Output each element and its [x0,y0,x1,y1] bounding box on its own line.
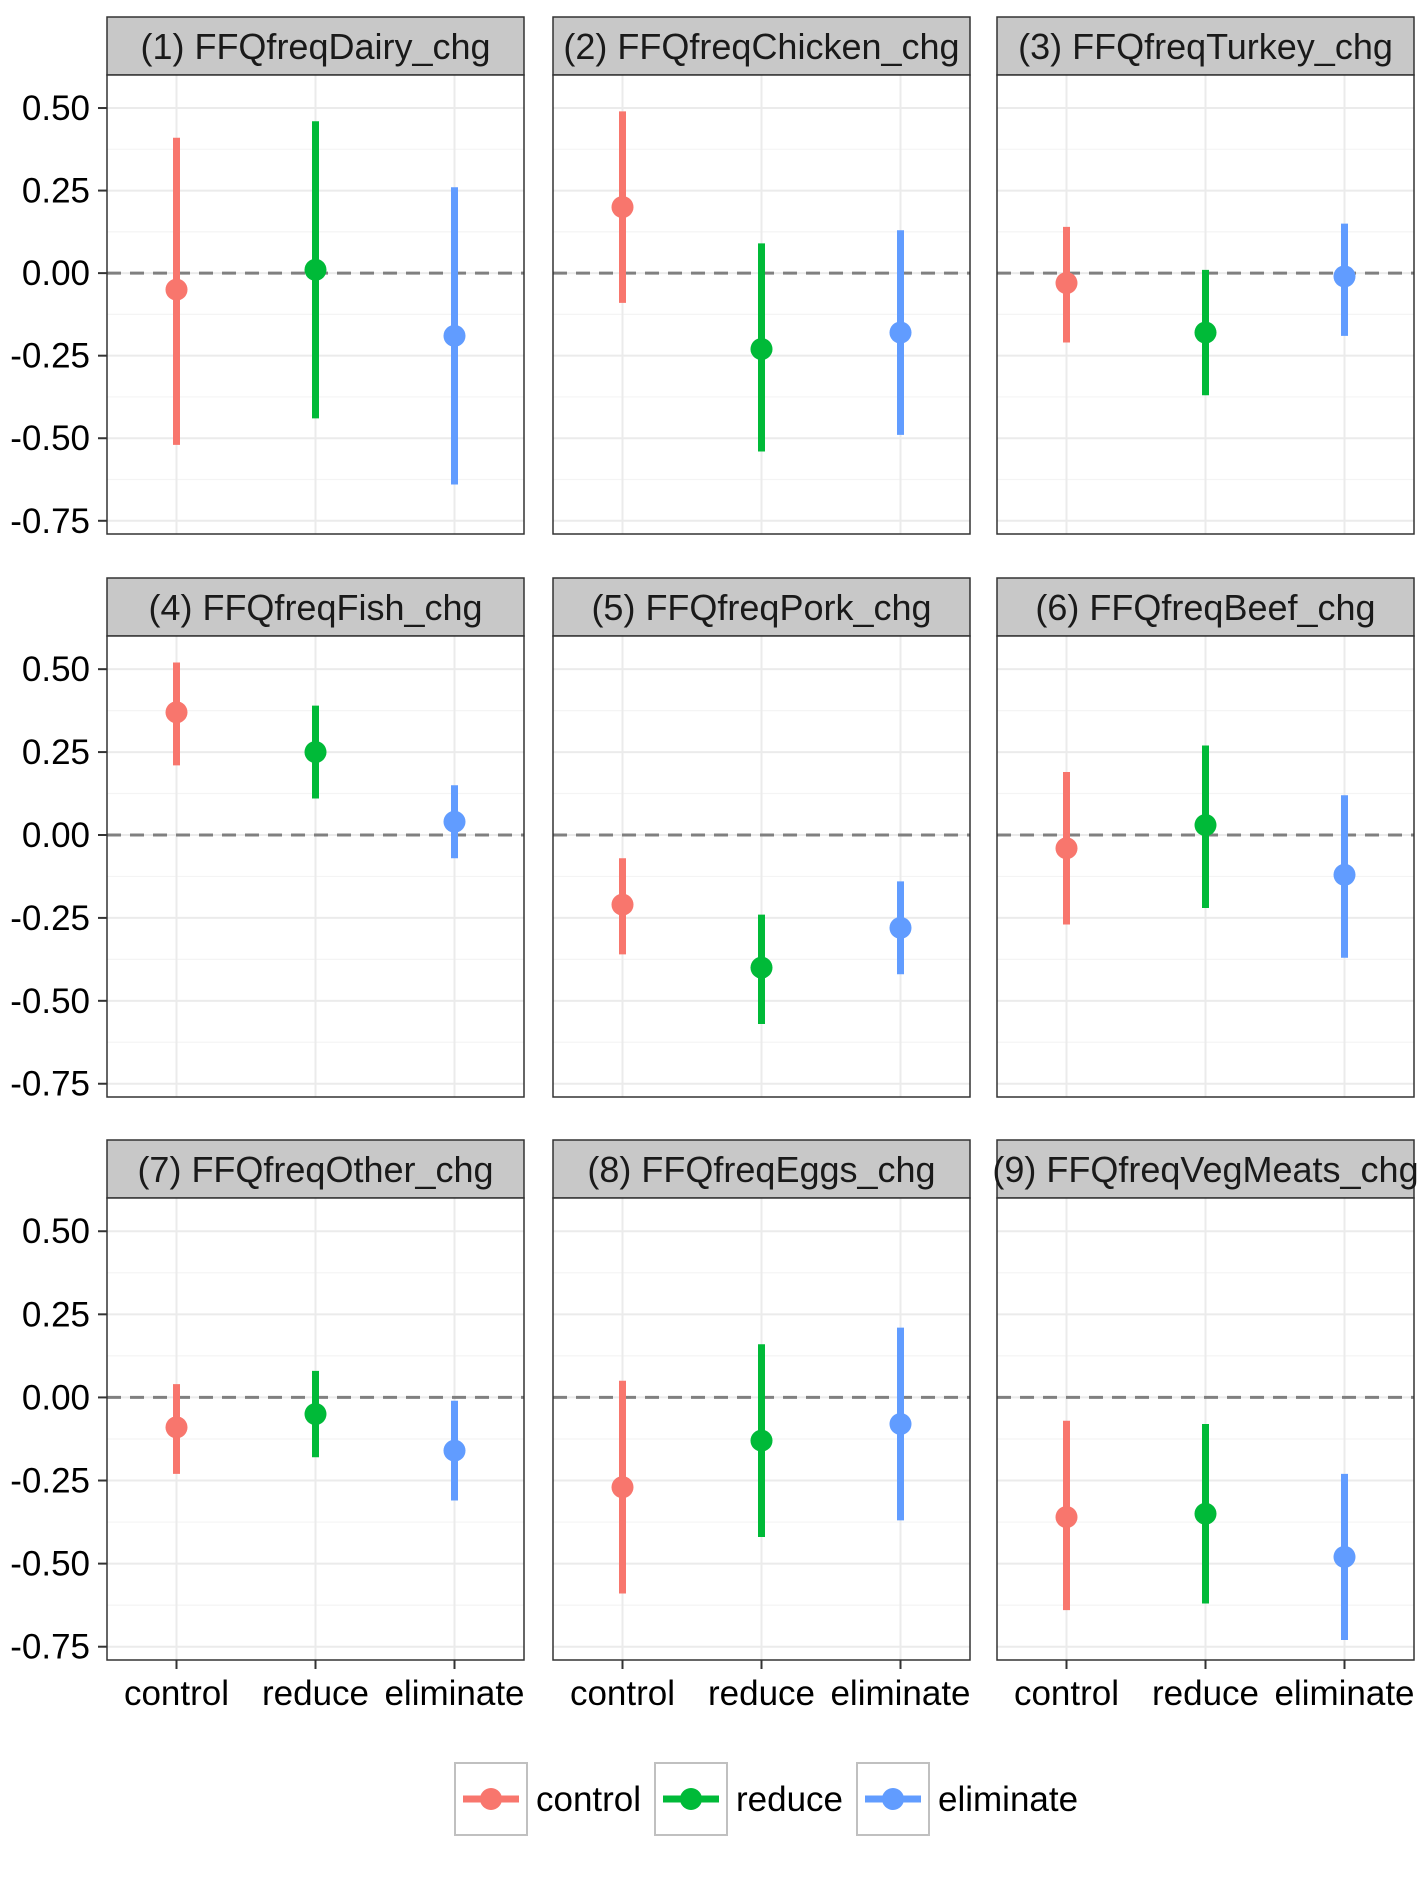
point-control [165,701,188,724]
point-control [611,893,634,916]
plot-area: (1) FFQfreqDairy_chg 0.50 0.25 0.00 -0.25 -0.… [10,16,1417,1713]
point-eliminate [1333,1545,1356,1568]
point-eliminate [443,810,466,833]
panel-border [106,74,525,535]
facet-panel: (5) FFQfreqPork_chg [552,577,971,1098]
point-reduce [750,338,773,361]
facet-panel: (1) FFQfreqDairy_chg 0.50 0.25 0.00 -0.25 -0.… [10,16,525,541]
y-tick-label: 0.50 [22,1212,90,1251]
panel-border [552,74,971,535]
point-eliminate [889,1413,912,1436]
facet-panel: (3) FFQfreqTurkey_chg [996,16,1415,535]
y-tick-label: 0.00 [22,1378,90,1417]
facet-strip [996,1139,1415,1199]
facet-strip [106,16,525,76]
y-tick-label: 0.25 [22,1295,90,1334]
y-tick-label: 0.00 [22,816,90,855]
y-tick-label: -0.25 [10,337,90,376]
facet-title: (3) FFQfreqTurkey_chg [1018,26,1393,67]
x-tick-label: control [1014,1674,1119,1713]
facet-title: (2) FFQfreqChicken_chg [563,26,959,67]
facet-strip [552,16,971,76]
legend: control reduce eliminate [454,1762,1078,1836]
facet-title: (6) FFQfreqBeef_chg [1035,587,1375,628]
facet-panel: (6) FFQfreqBeef_chg [996,577,1415,1098]
point-eliminate [889,916,912,939]
y-tick-label: 0.50 [22,89,90,128]
point-control [611,1476,634,1499]
y-tick-label: 0.50 [22,650,90,689]
legend-item-reduce: reduce [654,1762,843,1836]
facet-title: (8) FFQfreqEggs_chg [587,1149,935,1190]
facet-strip [552,1139,971,1199]
point-eliminate [1333,265,1356,288]
x-tick-label: reduce [1152,1674,1259,1713]
panel-border [996,74,1415,535]
facet-panel: (4) FFQfreqFish_chg 0.50 0.25 0.00 -0.25 -0.5… [10,577,525,1104]
point-control [1055,837,1078,860]
point-reduce [1194,1502,1217,1525]
legend-key-point [882,1788,904,1810]
facet-title: (9) FFQfreqVegMeats_chg [992,1149,1417,1190]
facet-title: (7) FFQfreqOther_chg [137,1149,493,1190]
panel-border [996,635,1415,1098]
facet-title: (1) FFQfreqDairy_chg [140,26,490,67]
facet-strip [106,577,525,637]
point-eliminate [1333,863,1356,886]
facet-panel: (2) FFQfreqChicken_chg [552,16,971,535]
point-control [1055,272,1078,295]
facet-strip [996,577,1415,637]
y-tick-label: 0.00 [22,254,90,293]
facet-strip [552,577,971,637]
point-control [165,1416,188,1439]
facet-title: (5) FFQfreqPork_chg [591,587,931,628]
facet-panel: (7) FFQfreqOther_chg 0.50 0.25 0.00 -0.25 -0.… [10,1139,525,1713]
point-reduce [304,1403,327,1426]
panel-border [106,635,525,1098]
point-reduce [750,1429,773,1452]
y-tick-label: 0.25 [22,733,90,772]
y-tick-label: -0.50 [10,982,90,1021]
facet-strip [996,16,1415,76]
legend-label: eliminate [938,1780,1078,1819]
legend-label: reduce [736,1780,843,1819]
y-tick-label: -0.25 [10,1462,90,1501]
x-tick-label: eliminate [830,1674,970,1713]
point-control [611,196,634,219]
y-tick-label: -0.50 [10,419,90,458]
x-tick-label: control [570,1674,675,1713]
y-tick-label: -0.75 [10,1628,90,1667]
facet-title: (4) FFQfreqFish_chg [148,587,482,628]
x-tick-label: control [124,1674,229,1713]
point-reduce [1194,814,1217,837]
point-reduce [1194,321,1217,344]
point-reduce [750,956,773,979]
y-tick-label: -0.75 [10,1065,90,1104]
point-reduce [304,258,327,281]
point-control [165,278,188,301]
point-control [1055,1506,1078,1529]
x-tick-label: reduce [708,1674,815,1713]
point-eliminate [443,324,466,347]
legend-label: control [536,1780,641,1819]
y-tick-label: -0.75 [10,502,90,541]
legend-key-point [480,1788,502,1810]
point-eliminate [443,1439,466,1462]
legend-item-control: control [454,1762,641,1836]
point-reduce [304,741,327,764]
y-tick-label: -0.50 [10,1545,90,1584]
x-tick-label: eliminate [1274,1674,1414,1713]
panel-border [552,635,971,1098]
y-tick-label: 0.25 [22,172,90,211]
x-tick-label: eliminate [384,1674,524,1713]
legend-item-eliminate: eliminate [856,1762,1078,1836]
x-tick-label: reduce [262,1674,369,1713]
point-eliminate [889,321,912,344]
legend-key-point [680,1788,702,1810]
facet-strip [106,1139,525,1199]
y-tick-label: -0.25 [10,899,90,938]
